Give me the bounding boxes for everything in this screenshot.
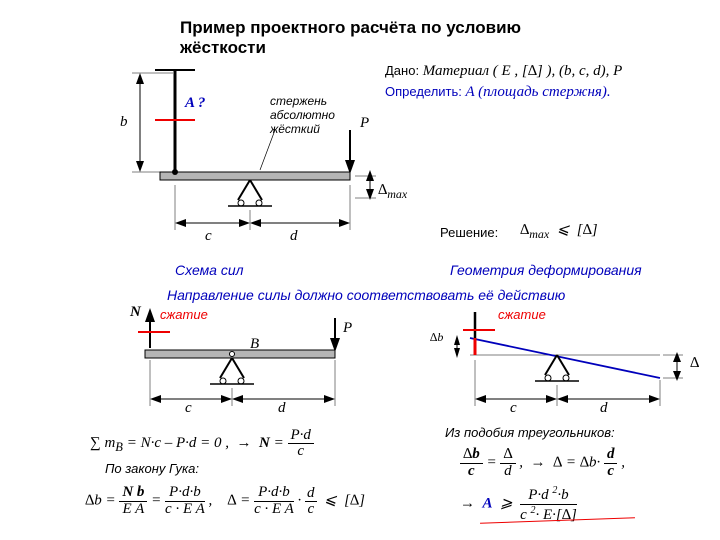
label-P1: P <box>360 115 369 132</box>
schema2-caption: Геометрия деформирования <box>450 262 642 278</box>
label-d3: d <box>600 400 608 417</box>
similar-label: Из подобия треугольников: <box>445 425 615 440</box>
diagram-3 <box>415 300 695 420</box>
eq-result: → A ⩾ P·d 2·b c 2· E·[∆] <box>460 485 577 523</box>
determine-body: A (площадь стержня). <box>466 84 611 100</box>
schema1-caption: Схема сил <box>175 262 244 278</box>
given-body: Материал ( E , [∆] ), (b, c, d), P <box>423 63 623 79</box>
eq-moments: ∑ mB = N·c – P·d = 0 , → N = P·d c <box>90 428 314 459</box>
label-d2: d <box>278 400 286 417</box>
solution-label: Решение: <box>440 225 498 240</box>
eq-hooke: ∆b = N b E A = P·d·b c · E A , ∆ = P·d·b… <box>85 485 365 518</box>
label-A: A ? <box>185 95 205 112</box>
given-label: Дано: <box>385 63 419 78</box>
label-N: N <box>130 304 141 321</box>
label-P2: P <box>343 320 352 337</box>
label-b1: b <box>120 114 128 131</box>
label-c3: c <box>510 400 517 417</box>
eq-similar: ∆b c = ∆ d , → ∆ = ∆b· d c , <box>460 447 625 480</box>
rod-note: стерженьабсолютножёсткий <box>270 95 335 136</box>
page-title: Пример проектного расчёта по условию жёс… <box>180 18 540 58</box>
hooke-label: По закону Гука: <box>105 461 199 476</box>
compression-2: сжатие <box>498 307 546 322</box>
label-Delta: ∆ <box>690 355 699 372</box>
label-dmax: ∆max <box>378 182 407 202</box>
determine-block: Определить: A (площадь стержня). <box>385 84 705 101</box>
solution-eq: ∆max ⩽ [∆] <box>520 220 598 242</box>
label-B: B <box>250 336 259 353</box>
label-c2: c <box>185 400 192 417</box>
label-c1: c <box>205 228 212 245</box>
given-block: Дано: Материал ( E , [∆] ), (b, c, d), P <box>385 63 705 80</box>
diagram-1 <box>100 60 370 260</box>
label-deltab: ∆b <box>430 330 443 345</box>
label-d1: d <box>290 228 298 245</box>
determine-label: Определить: <box>385 84 462 99</box>
compression-1: сжатие <box>160 307 208 322</box>
